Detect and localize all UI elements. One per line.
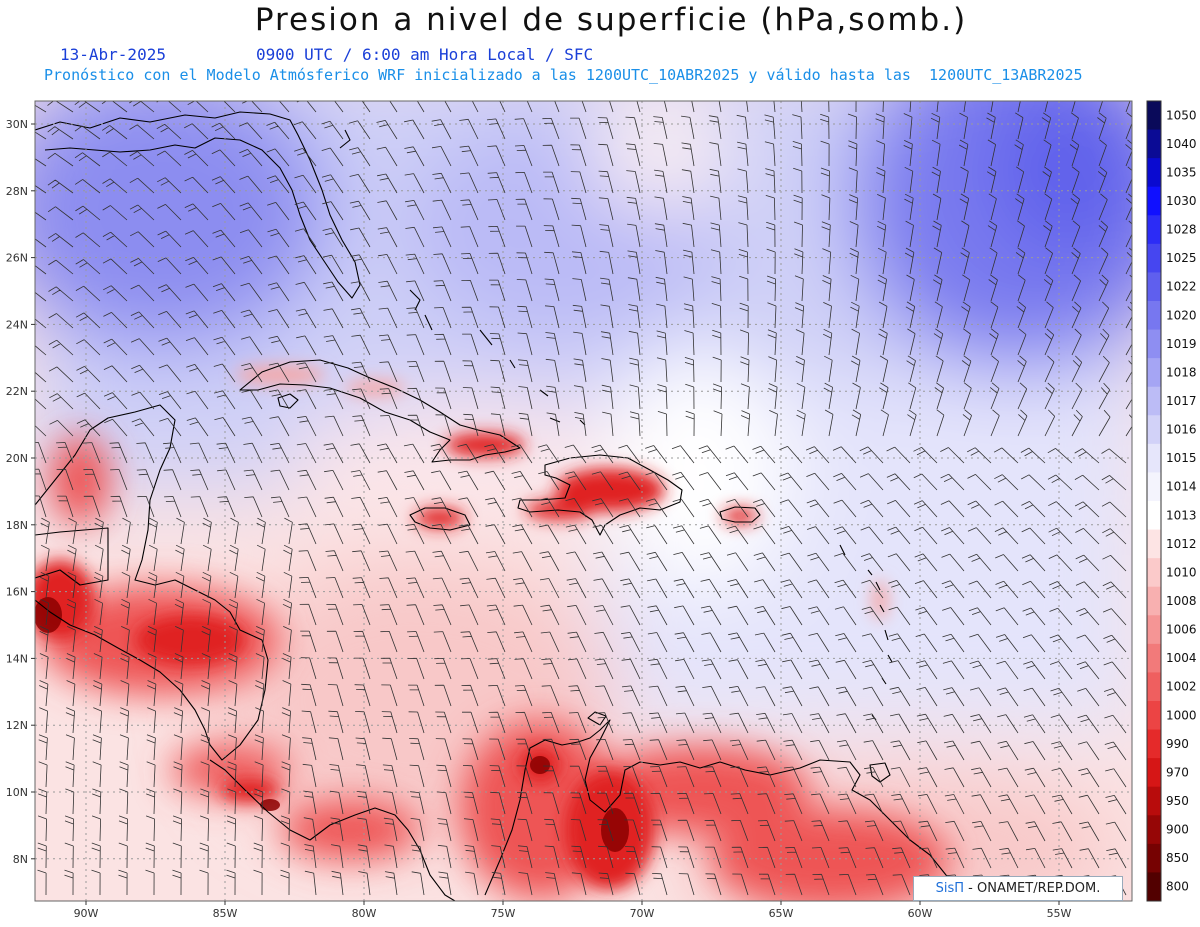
credit-box: SisΠ - ONAMET/REP.DOM. xyxy=(913,876,1123,901)
colorbar-swatch xyxy=(1147,758,1161,788)
colorbar-swatch xyxy=(1147,843,1161,873)
colorbar-swatch xyxy=(1147,529,1161,559)
colorbar-level: 1017 xyxy=(1166,394,1197,408)
colorbar-level: 970 xyxy=(1166,765,1189,779)
colorbar-swatch xyxy=(1147,186,1161,216)
colorbar-swatch xyxy=(1147,329,1161,359)
colorbar-swatch xyxy=(1147,786,1161,816)
colorbar-level: 950 xyxy=(1166,794,1189,808)
colorbar-level: 1050 xyxy=(1166,108,1197,122)
longitude-axis: 90W 85W 80W 75W 70W 65W 60W 55W xyxy=(74,901,1072,920)
colorbar-level: 1022 xyxy=(1166,280,1197,294)
map-title: Presion a nivel de superficie (hPa,somb.… xyxy=(254,2,968,38)
colorbar-swatch xyxy=(1147,558,1161,588)
lat-label: 26N xyxy=(6,252,28,265)
colorbar-swatch xyxy=(1147,472,1161,502)
lon-label: 85W xyxy=(213,907,238,920)
colorbar-level: 1008 xyxy=(1166,594,1197,608)
colorbar-swatch xyxy=(1147,129,1161,159)
colorbar-level: 990 xyxy=(1166,737,1189,751)
colorbar-level: 900 xyxy=(1166,823,1189,837)
pressure-field xyxy=(35,101,1132,901)
lat-label: 24N xyxy=(6,318,28,331)
lat-label: 20N xyxy=(6,452,28,465)
colorbar-swatch xyxy=(1147,701,1161,731)
colorbar-level: 1020 xyxy=(1166,308,1197,322)
valid-time: 0900 UTC / 6:00 am Hora Local / SFC xyxy=(256,45,594,64)
colorbar-level: 1040 xyxy=(1166,137,1197,151)
lon-label: 90W xyxy=(74,907,99,920)
colorbar-level: 1018 xyxy=(1166,365,1197,379)
lat-label: 18N xyxy=(6,519,28,532)
colorbar-level: 800 xyxy=(1166,880,1189,894)
colorbar-swatch xyxy=(1147,158,1161,188)
colorbar-level: 1010 xyxy=(1166,565,1197,579)
colorbar-level: 1028 xyxy=(1166,223,1197,237)
colorbar-level: 1014 xyxy=(1166,480,1197,494)
colorbar-swatch xyxy=(1147,386,1161,416)
colorbar-swatch xyxy=(1147,672,1161,702)
lat-label: 22N xyxy=(6,385,28,398)
colorbar-level: 1006 xyxy=(1166,623,1197,637)
colorbar-swatch xyxy=(1147,301,1161,331)
colorbar-level: 1002 xyxy=(1166,680,1197,694)
forecast-date: 13-Abr-2025 xyxy=(60,45,166,64)
lat-label: 14N xyxy=(6,652,28,665)
colorbar-level: 1012 xyxy=(1166,537,1197,551)
colorbar-level: 1025 xyxy=(1166,251,1197,265)
colorbar-swatch xyxy=(1147,643,1161,673)
colorbar-swatch xyxy=(1147,215,1161,245)
lon-label: 70W xyxy=(630,907,655,920)
colorbar-swatch xyxy=(1147,101,1161,131)
lon-label: 75W xyxy=(491,907,516,920)
wind-barbs xyxy=(35,101,1132,896)
lat-label: 30N xyxy=(6,118,28,131)
colorbar-swatch xyxy=(1147,272,1161,302)
colorbar-swatch xyxy=(1147,872,1161,902)
colorbar: 1050 1040 1035 1030 1028 1025 1022 1020 1019 1018… xyxy=(1146,100,1197,902)
colorbar-level: 1016 xyxy=(1166,423,1197,437)
lat-label: 28N xyxy=(6,185,28,198)
lon-label: 80W xyxy=(352,907,377,920)
colorbar-swatch xyxy=(1147,815,1161,845)
colorbar-swatch xyxy=(1147,729,1161,759)
credit-brand: SisΠ xyxy=(935,881,965,896)
lon-label: 65W xyxy=(769,907,794,920)
credit-org: - ONAMET/REP.DOM. xyxy=(964,881,1101,896)
colorbar-swatch xyxy=(1147,243,1161,273)
lon-label: 55W xyxy=(1047,907,1072,920)
colorbar-swatch xyxy=(1147,501,1161,531)
colorbar-level: 1030 xyxy=(1166,194,1197,208)
colorbar-level: 1013 xyxy=(1166,508,1197,522)
lat-label: 8N xyxy=(13,853,28,866)
colorbar-level: 1004 xyxy=(1166,651,1197,665)
latitude-axis: 30N 28N 26N 24N 22N 20N 18N 16N 14N 12N 10N 8N xyxy=(6,118,35,866)
colorbar-swatch xyxy=(1147,586,1161,616)
colorbar-level: 1015 xyxy=(1166,451,1197,465)
colorbar-level: 1000 xyxy=(1166,708,1197,722)
forecast-note: Pronóstico con el Modelo Atmósferico WRF… xyxy=(44,66,1083,84)
lat-label: 10N xyxy=(6,786,28,799)
lon-label: 60W xyxy=(908,907,933,920)
colorbar-swatch xyxy=(1147,415,1161,445)
colorbar-level: 1035 xyxy=(1166,165,1197,179)
colorbar-level: 850 xyxy=(1166,851,1189,865)
colorbar-swatch xyxy=(1147,443,1161,473)
colorbar-swatch xyxy=(1147,358,1161,388)
colorbar-level: 1019 xyxy=(1166,337,1197,351)
colorbar-swatch xyxy=(1147,615,1161,645)
lat-label: 16N xyxy=(6,586,28,599)
lat-label: 12N xyxy=(6,719,28,732)
